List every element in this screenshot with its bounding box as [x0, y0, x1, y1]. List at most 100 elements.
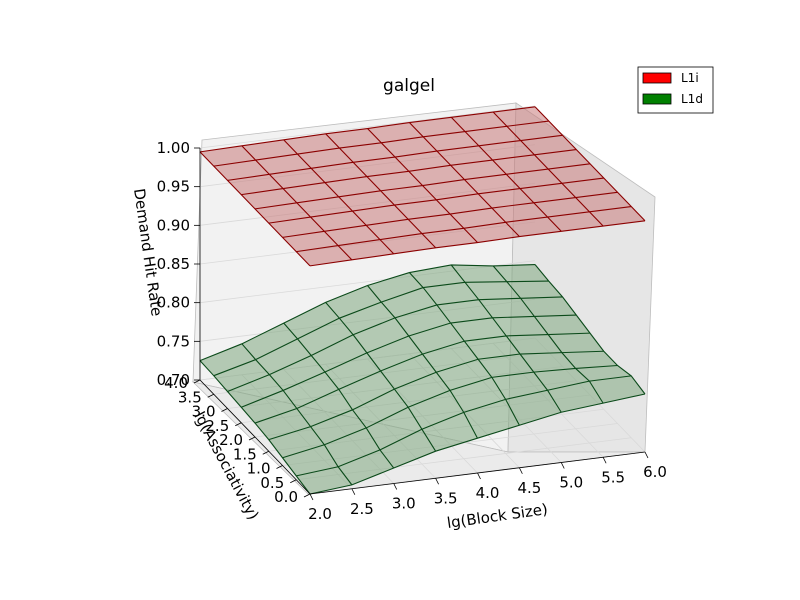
wire-col-l1d — [450, 264, 562, 413]
surface-cell-l1i — [534, 149, 590, 170]
y-tick-label: 0.0 — [274, 488, 298, 506]
y-tick-mark — [276, 465, 283, 469]
surface-cell-l1i — [283, 133, 340, 155]
x-tick-mark — [309, 493, 314, 501]
surface-cell-l1d — [534, 315, 590, 335]
surface-cell-l1d — [436, 299, 493, 324]
surface-cell-l1d — [464, 335, 520, 360]
surface-cell-l1i — [311, 162, 367, 183]
surface-cell-l1d — [227, 374, 284, 408]
wire-col-l1i — [450, 116, 562, 232]
surface-cell-l1d — [478, 298, 535, 318]
surface-cell-l1i — [200, 145, 256, 167]
x-tick-mark — [644, 451, 649, 459]
surface-cell-l1i — [325, 176, 381, 197]
surface-cell-l1i — [381, 136, 437, 158]
y-tick-label: 4.0 — [164, 374, 188, 392]
surface-cell-l1i — [324, 225, 380, 246]
surface-cell-l1d — [409, 264, 465, 288]
surface-cell-l1d — [408, 390, 464, 430]
surface-cell-l1i — [423, 131, 479, 152]
wire-col-l1i — [534, 106, 646, 222]
surface-cell-l1d — [421, 412, 478, 452]
surface-cell-l1i — [450, 208, 506, 229]
wire-col-l1d — [408, 272, 520, 426]
surface-cell-l1d — [395, 304, 451, 337]
surface-cell-l1d — [283, 302, 340, 339]
surface-cell-l1i — [548, 163, 604, 184]
surface-cell-l1i — [366, 219, 422, 240]
surface-cell-l1i — [366, 171, 423, 191]
surface-cell-l1d — [353, 317, 409, 353]
wire-col-l1i — [367, 128, 478, 243]
surface-cell-l1d — [422, 341, 479, 373]
z-ticks: 0.70 0.75 0.80 0.85 0.90 0.95 1.00 — [157, 139, 200, 389]
surface-cell-l1d — [493, 264, 549, 282]
surface-cell-l1i — [353, 157, 409, 177]
surface-cell-l1d — [297, 318, 354, 356]
surface-cell-l1d — [561, 351, 618, 369]
surface-cell-l1d — [325, 352, 381, 390]
surface-cell-l1i — [436, 193, 492, 215]
surface-cell-l1i — [422, 179, 479, 200]
surface-cell-l1i — [297, 148, 354, 169]
y-tick-mark — [248, 436, 256, 441]
surface-cell-l1d — [533, 368, 590, 391]
y-tick-label: 1.5 — [233, 445, 257, 463]
surface-cell-l1i — [492, 154, 549, 175]
surface-l1d — [199, 263, 646, 495]
surface-cell-l1d — [310, 409, 367, 445]
surface-cell-l1i — [241, 139, 298, 161]
z-tick-label: 0.85 — [157, 255, 190, 273]
y-ticks: 0.00.51.01.52.02.53.03.54.0 — [164, 374, 311, 506]
y-tick-mark — [290, 479, 297, 484]
y-tick-label: 2.5 — [205, 417, 229, 435]
surface-cell-l1d — [465, 281, 521, 300]
surface-cell-l1d — [366, 336, 423, 371]
surface-cell-l1d — [269, 355, 325, 391]
surface-cell-l1d — [268, 426, 325, 458]
surface-cell-l1i — [493, 106, 549, 127]
x-tick-label: 2.0 — [308, 505, 332, 523]
surface-cell-l1d — [548, 333, 604, 353]
surface-cell-l1d — [380, 354, 437, 390]
surface-cell-l1d — [255, 338, 312, 375]
surface-cell-l1i — [589, 206, 645, 227]
y-tick-mark — [193, 379, 201, 384]
surface-cell-l1i — [506, 121, 563, 141]
wire-col-l1d — [492, 265, 604, 404]
z-tick-label: 0.90 — [157, 216, 190, 234]
surface-cell-l1d — [282, 444, 339, 476]
surface-cell-l1d — [311, 334, 367, 373]
x-tick-mark — [560, 462, 565, 469]
surface-cell-l1i — [255, 202, 311, 224]
x-tick-mark — [393, 483, 398, 490]
surface-cell-l1d — [463, 399, 520, 439]
surface-cell-l1d — [478, 354, 534, 378]
surface-cell-l1i — [395, 151, 451, 172]
surface-cell-l1i — [491, 202, 548, 223]
surface-cell-l1i — [213, 160, 270, 181]
chart-title: galgel — [383, 76, 435, 96]
grid-line-z — [199, 105, 536, 149]
x-tick-mark — [435, 478, 439, 485]
surface-cell-l1i — [533, 197, 590, 218]
x-tick-mark — [477, 472, 481, 480]
wire-col-l1d — [534, 264, 646, 395]
wire-col-l1d — [199, 360, 311, 495]
z-tick-label: 0.80 — [157, 294, 190, 312]
z-tick-label: 0.70 — [157, 371, 190, 389]
surface-cell-l1i — [450, 160, 507, 180]
wire-col-l1d — [241, 343, 353, 486]
surface-cell-l1i — [338, 239, 394, 260]
legend: L1i L1d — [637, 66, 714, 114]
y-tick-mark — [262, 450, 269, 455]
surface-cell-l1d — [325, 285, 382, 319]
wire-col-l1i — [408, 122, 520, 237]
surface-cell-l1i — [255, 154, 312, 175]
surface-cell-l1i — [296, 245, 352, 266]
y-tick-mark — [221, 408, 228, 412]
y-tick-mark — [207, 393, 214, 398]
surface-cell-l1i — [520, 135, 577, 155]
surface-cell-l1i — [436, 145, 493, 166]
